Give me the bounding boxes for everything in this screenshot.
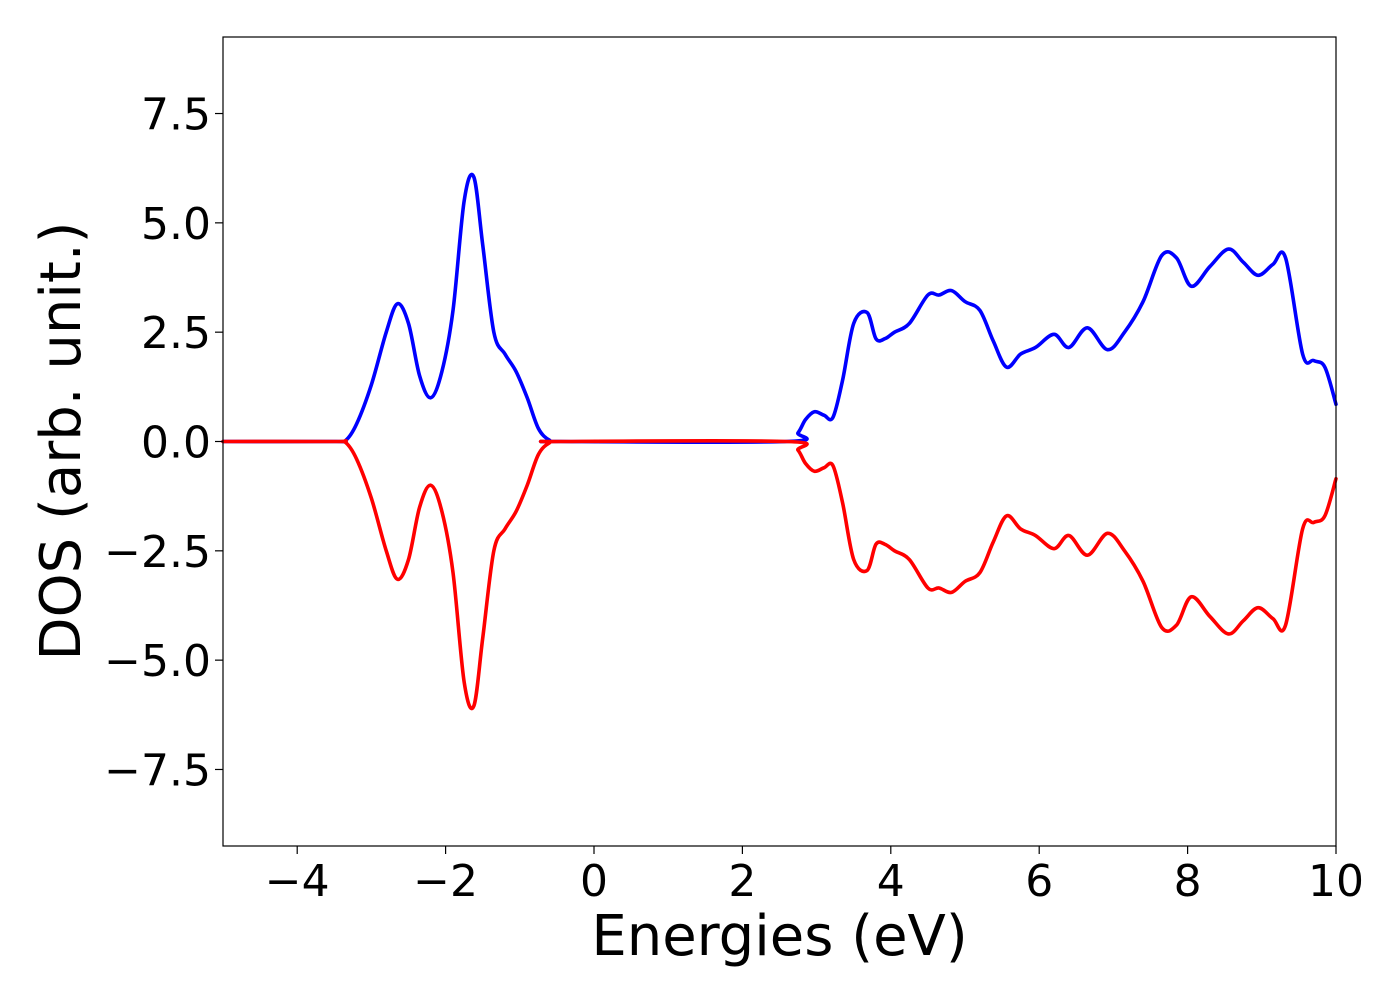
y-tick-label: 7.5 — [141, 90, 211, 141]
series-layer — [221, 172, 1338, 711]
x-tick-label: 8 — [1174, 856, 1202, 907]
x-tick-label: 0 — [580, 856, 608, 907]
y-tick-label: 0.0 — [141, 418, 211, 469]
x-tick-label: 10 — [1308, 856, 1364, 907]
dos-series-0 — [221, 172, 1338, 444]
y-axis-ticks: 7.5 5.0 2.5 0.0 −2.5 −5.0 −7.5 — [104, 90, 223, 796]
y-tick-label: −7.5 — [104, 745, 211, 796]
x-axis-ticks: −4 −2 0 2 4 6 8 10 — [265, 846, 1364, 907]
x-tick-label: −4 — [265, 856, 330, 907]
y-tick-label: −5.0 — [104, 636, 211, 687]
x-axis-label: Energies (eV) — [591, 904, 967, 969]
x-tick-label: −2 — [413, 856, 478, 907]
y-tick-label: 5.0 — [141, 199, 211, 250]
x-tick-label: 2 — [728, 856, 756, 907]
y-tick-label: 2.5 — [141, 308, 211, 359]
y-tick-label: −2.5 — [104, 527, 211, 578]
dos-series-1 — [221, 439, 1338, 711]
y-axis-label: DOS (arb. unit.) — [29, 221, 94, 660]
x-tick-label: 4 — [877, 856, 905, 907]
x-tick-label: 6 — [1025, 856, 1053, 907]
